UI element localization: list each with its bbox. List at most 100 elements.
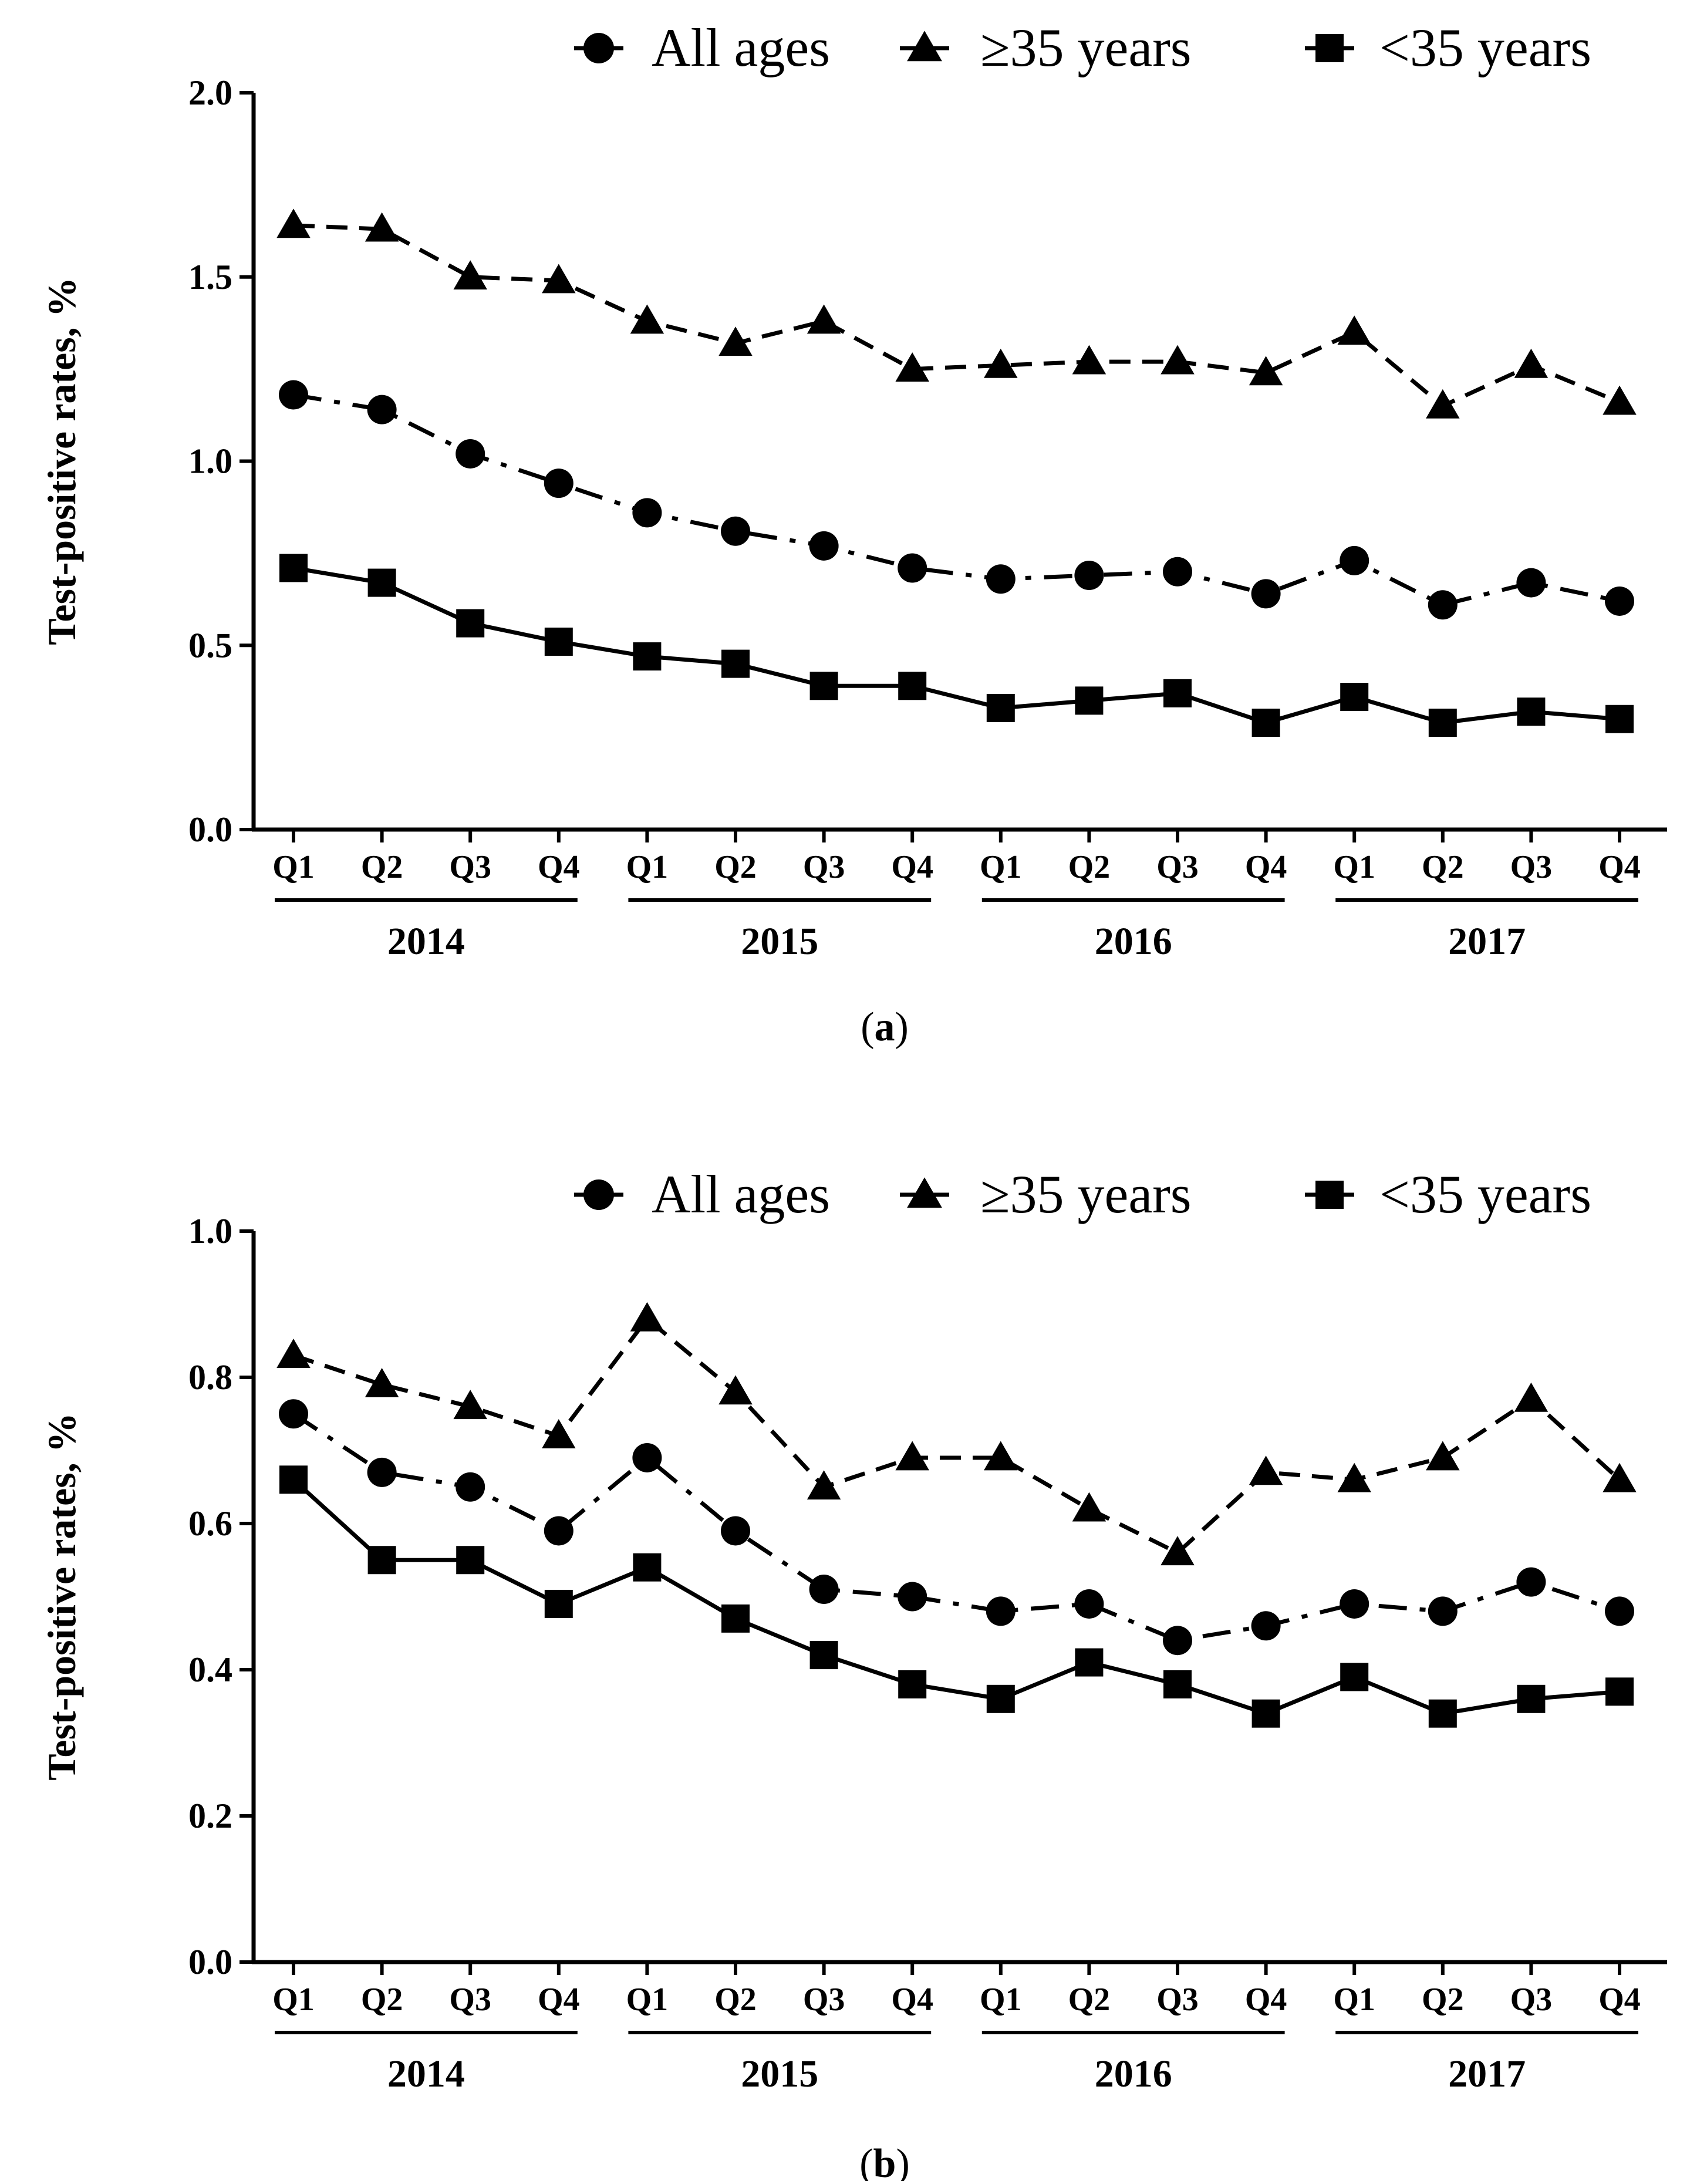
x-tick-label: Q4	[891, 849, 933, 885]
data-point-square	[1075, 1648, 1104, 1677]
data-point-triangle	[807, 304, 841, 334]
data-point-triangle	[453, 260, 487, 290]
data-point-triangle	[630, 304, 664, 334]
data-point-triangle	[895, 352, 929, 382]
year-label: 2016	[1095, 2052, 1172, 2095]
data-point-triangle	[1161, 345, 1195, 375]
data-point-square	[279, 1465, 308, 1494]
x-tick-label: Q1	[626, 1981, 669, 2018]
data-point-circle	[898, 1582, 927, 1612]
data-point-triangle	[276, 1339, 311, 1369]
y-tick-label: 1.5	[188, 258, 232, 296]
panel-caption-open: (	[861, 1005, 874, 1050]
y-tick-label: 1.0	[188, 442, 232, 481]
legend-label: <35 years	[1379, 18, 1591, 77]
data-point-circle	[721, 516, 750, 546]
data-point-circle	[544, 469, 574, 498]
data-point-square	[1517, 697, 1546, 726]
data-point-triangle	[718, 326, 753, 356]
x-tick-label: Q2	[1068, 849, 1111, 885]
x-tick-label: Q4	[1245, 1981, 1287, 2018]
data-point-square	[279, 554, 308, 582]
data-point-circle	[1605, 586, 1634, 616]
data-point-square	[633, 642, 662, 671]
data-point-triangle	[1426, 389, 1460, 419]
x-tick-label: Q1	[1333, 849, 1375, 885]
legend-marker-square	[1315, 1181, 1344, 1209]
x-tick-label: Q4	[538, 1981, 580, 2018]
y-axis-label: Test-positive rates, %	[39, 277, 84, 645]
x-tick-label: Q2	[1422, 1981, 1464, 2018]
x-tick-label: Q1	[1333, 1981, 1375, 2018]
legend-marker-triangle	[907, 1177, 942, 1208]
data-point-circle	[1340, 545, 1369, 575]
data-point-triangle	[630, 1302, 664, 1332]
data-point-circle	[456, 1472, 485, 1502]
x-tick-label: Q2	[714, 849, 757, 885]
series-line-circle	[293, 393, 1620, 607]
data-point-triangle	[1161, 1536, 1195, 1566]
data-point-circle	[809, 1575, 839, 1605]
data-point-square	[1251, 1699, 1280, 1728]
x-tick-label: Q3	[1156, 1981, 1199, 2018]
data-point-square	[986, 693, 1015, 722]
data-point-circle	[367, 395, 397, 424]
data-point-circle	[1428, 1596, 1458, 1626]
data-point-square	[1605, 1677, 1634, 1706]
x-tick-label: Q1	[272, 849, 315, 885]
data-point-triangle	[1249, 356, 1283, 386]
data-point-circle	[986, 564, 1016, 594]
series-line-circle	[292, 1412, 1621, 1643]
data-point-triangle	[807, 1470, 841, 1500]
x-tick-label: Q3	[1510, 849, 1553, 885]
data-point-triangle	[1426, 1441, 1460, 1471]
data-point-circle	[721, 1516, 750, 1546]
data-point-square	[544, 627, 573, 656]
series-line-square	[293, 566, 1620, 725]
data-point-circle	[367, 1457, 397, 1487]
data-point-square	[1340, 683, 1369, 712]
x-tick-label: Q4	[1245, 849, 1287, 885]
panel-caption: (b)	[859, 2141, 910, 2181]
data-point-triangle	[1337, 315, 1371, 345]
data-point-square	[809, 1641, 838, 1670]
data-point-triangle	[984, 1441, 1018, 1471]
data-point-triangle	[276, 208, 311, 238]
data-point-triangle	[718, 1375, 753, 1405]
data-point-circle	[1516, 1567, 1546, 1597]
y-tick-label: 0.8	[188, 1358, 232, 1397]
data-point-square	[1428, 1699, 1457, 1728]
data-point-triangle	[453, 1390, 487, 1420]
year-label: 2017	[1448, 2052, 1526, 2095]
x-tick-label: Q4	[538, 849, 580, 885]
x-tick-label: Q1	[272, 1981, 315, 2018]
x-tick-label: Q2	[1068, 1981, 1111, 2018]
data-point-circle	[456, 439, 485, 469]
data-point-square	[1251, 709, 1280, 737]
data-point-circle	[809, 531, 839, 561]
panel-caption-close: )	[896, 2141, 909, 2181]
data-point-square	[456, 1546, 485, 1575]
data-point-circle	[1074, 561, 1104, 591]
data-point-circle	[279, 380, 308, 410]
data-point-triangle	[365, 1367, 399, 1397]
data-point-circle	[1074, 1589, 1104, 1619]
x-tick-label: Q3	[1510, 1981, 1553, 2018]
year-label: 2015	[741, 920, 818, 963]
y-axis-label: Test-positive rates, %	[39, 1413, 84, 1780]
y-tick-label: 0.5	[188, 626, 232, 665]
y-tick-label: 1.0	[188, 1212, 232, 1251]
data-point-square	[1517, 1684, 1546, 1713]
y-tick-label: 0.6	[188, 1504, 232, 1543]
data-point-square	[721, 1604, 750, 1633]
y-tick-label: 0.4	[188, 1650, 232, 1689]
data-point-circle	[1516, 568, 1546, 598]
x-tick-label: Q3	[803, 1981, 845, 2018]
data-point-square	[456, 609, 485, 638]
data-point-circle	[632, 1442, 662, 1472]
x-tick-label: Q1	[980, 1981, 1022, 2018]
data-point-triangle	[1603, 1462, 1637, 1492]
data-point-circle	[1428, 590, 1458, 620]
x-tick-label: Q2	[361, 1981, 403, 2018]
